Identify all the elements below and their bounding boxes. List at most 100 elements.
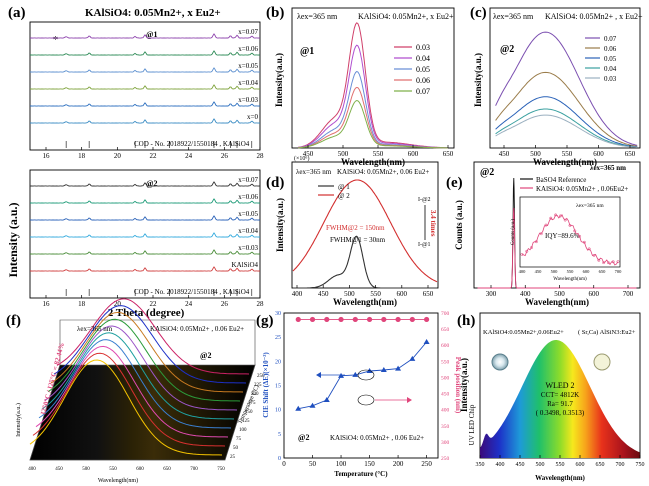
panel-h-xlabel: Wavelength(nm) [535, 474, 585, 482]
x-tick-label: 550 [370, 290, 381, 298]
x-tick-label: 400 [520, 290, 531, 298]
x-tick-label: 700 [190, 467, 198, 472]
panel-f-tag: @2 [200, 351, 211, 360]
panel-d-title: KAlSiO4: 0.05Mn2+, 0.06 Eu2+ [337, 168, 429, 176]
panel-c-label: (c) [470, 5, 487, 21]
inset-marker [563, 218, 567, 222]
xrd-series-label: x=0.04 [238, 79, 258, 87]
panel-d-ticks: 400 450 500 550 600 650 [292, 285, 434, 298]
x-tick-label: 0 [282, 460, 286, 468]
inset-tick-label: 450 [535, 269, 543, 274]
inset-marker [587, 247, 591, 251]
cie-shift-marker [409, 355, 416, 361]
inset-marker [582, 240, 586, 244]
panel-g-xlabel: Temperature (°C) [334, 470, 388, 478]
emission-line [495, 96, 638, 148]
xrd-series-label: x=0.05 [238, 62, 258, 70]
x-tick-label: 650 [443, 150, 454, 158]
panel-h-ylabel: Intensity(a.u.) [459, 358, 469, 412]
xrd-line [29, 67, 261, 73]
x-tick-label: 50 [309, 460, 317, 468]
inset-marker [568, 224, 572, 227]
inset-tick-label: 700 [615, 269, 623, 274]
x-tick-label: 700 [623, 290, 634, 298]
inset-marker [558, 214, 562, 218]
peak-position-marker [352, 316, 358, 323]
y-tick-label: 5 [278, 432, 281, 438]
xrd-line [29, 50, 261, 56]
xrd-series-label: x=0.04 [238, 227, 258, 235]
cie-shift-marker [309, 402, 316, 408]
panel-e: (e) @2 λex=365 nm BaSO4 ReferenceKAlSiO4… [446, 161, 641, 307]
x-tick-label: 24 [185, 152, 193, 160]
inset-marker [549, 216, 553, 220]
panel-a-bottom-series: x=0.07 x=0.06 x=0.05 x=0.04 x=0.03 KAlSiO4 [29, 176, 261, 296]
xrd-line [29, 232, 261, 238]
xrd-line [29, 33, 261, 39]
panel-b-label: (b) [266, 5, 284, 21]
temperature-curve [32, 352, 226, 447]
panel-g-arrow-right-head [407, 397, 412, 403]
panel-d-xlabel: Wavelength(nm) [333, 297, 397, 307]
panel-h-side-label: UV LED Chip [468, 404, 476, 445]
cie-shift-marker [395, 365, 402, 371]
cie-shift-line [298, 341, 427, 410]
panel-h-label: (h) [457, 313, 475, 329]
peak-position-marker [338, 316, 344, 323]
x-tick-label: 20 [114, 152, 122, 160]
legend-label: @ 1 [338, 183, 350, 191]
panel-g-arrow-left-head [316, 372, 321, 378]
panel-a-title: KAlSiO4: 0.05Mn2+, x Eu2+ [85, 7, 221, 19]
legend-text: ( 0.3498, 0.3513) [536, 409, 585, 417]
x-tick-label: 550 [373, 150, 384, 158]
panel-a-impurity-marker: * [53, 35, 58, 46]
panel-e-label: (e) [446, 175, 463, 191]
panel-b: (b) λex=365 nm KAlSiO4: 0.05Mn2+, x Eu2+… [266, 5, 455, 167]
panel-h-ticks: 350 400 450 500 550 600 650 700 750 [476, 455, 645, 468]
x-tick-label: 650 [596, 462, 605, 468]
emission-line [495, 71, 638, 147]
y-tick-label: 0 [278, 456, 281, 462]
temperature-curve [47, 318, 241, 402]
cie-shift-marker [423, 339, 430, 344]
xrd-series-label: x=0.03 [238, 96, 258, 104]
panel-h-title: KAlSiO4:0.05Mn2+,0.06Eu2+ [483, 329, 564, 336]
legend-label: 0.03 [604, 75, 617, 83]
panel-g-y2label: Peak position (nm) [454, 357, 462, 414]
panel-f-label: (f) [6, 313, 21, 329]
series-at1-line [293, 235, 437, 289]
y-tick-label: 20 [275, 359, 281, 365]
sample-line [477, 207, 637, 289]
panel-e-xlabel: Wavelength(nm) [525, 297, 589, 307]
panel-d-ratio: 3.4 times [429, 210, 437, 237]
temperature-curve [56, 298, 250, 375]
panel-e-series [477, 177, 637, 289]
peak-position-marker [309, 316, 316, 323]
z-tick-label: 225 [254, 383, 262, 388]
xrd-series-label: x=0.07 [238, 176, 258, 184]
legend-text: CCT= 4812K [541, 391, 579, 399]
panel-c-tag: @2 [500, 44, 514, 55]
x-tick-label: 750 [217, 467, 225, 472]
panel-d-excitation: λex=365 nm [296, 168, 332, 176]
inset-tick-label: 600 [583, 269, 591, 274]
xrd-line [29, 266, 261, 272]
x-tick-label: 450 [499, 150, 510, 158]
panel-f-curves [29, 298, 250, 456]
panel-b-frame [291, 7, 455, 149]
x-tick-label: 20 [114, 300, 122, 308]
z-tick-label: 200 [251, 392, 259, 397]
x-tick-label: 350 [476, 462, 485, 468]
legend-text: WLED 2 [545, 381, 574, 390]
panel-f-ylabel: Intensity(a.u.) [15, 403, 22, 437]
x-tick-label: 550 [556, 462, 565, 468]
panel-h-led-on-icon [593, 353, 611, 371]
panel-g-series [295, 316, 430, 411]
panel-a: (a) KAlSiO4: 0.05Mn2+, x Eu2+ Intensity … [6, 5, 264, 319]
panel-c-legend: 0.07 0.06 0.05 0.04 0.03 [585, 35, 617, 83]
panel-g-ticks: 0 50 100 150 200 250 0 5 10 15 20 25 30 250 300 350 400 4… [275, 311, 450, 468]
cie-shift-marker [295, 405, 302, 411]
y2-tick-label: 400 [441, 408, 450, 414]
x-tick-label: 150 [364, 460, 375, 468]
